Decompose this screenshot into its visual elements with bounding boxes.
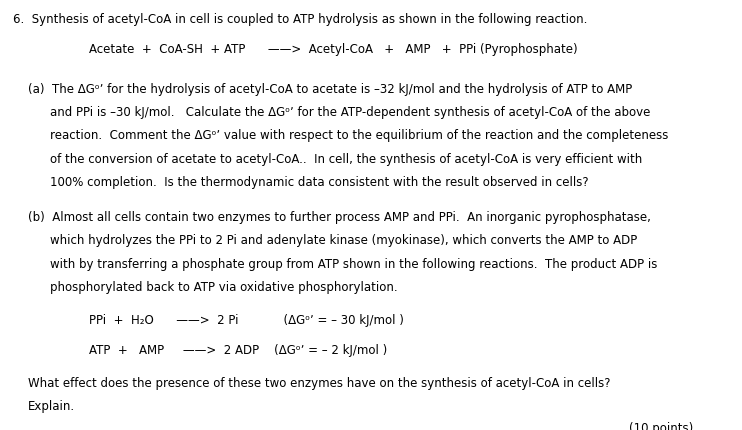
Text: (a)  The ΔGᵒʼ for the hydrolysis of acetyl-CoA to acetate is –32 kJ/mol and the : (a) The ΔGᵒʼ for the hydrolysis of acety… <box>28 83 632 95</box>
Text: (b)  Almost all cells contain two enzymes to further process AMP and PPi.  An in: (b) Almost all cells contain two enzymes… <box>28 211 651 224</box>
Text: What effect does the presence of these two enzymes have on the synthesis of acet: What effect does the presence of these t… <box>28 376 611 389</box>
Text: Explain.: Explain. <box>28 399 76 412</box>
Text: (10 points): (10 points) <box>629 421 694 430</box>
Text: ATP  +   AMP     ——>  2 ADP    (ΔGᵒʼ = – 2 kJ/mol ): ATP + AMP ——> 2 ADP (ΔGᵒʼ = – 2 kJ/mol ) <box>89 343 387 356</box>
Text: 100% completion.  Is the thermodynamic data consistent with the result observed : 100% completion. Is the thermodynamic da… <box>50 175 589 188</box>
Text: Acetate  +  CoA-SH  + ATP      ——>  Acetyl-CoA   +   AMP   +  PPi (Pyrophosphate: Acetate + CoA-SH + ATP ——> Acetyl-CoA + … <box>89 43 578 56</box>
Text: and PPi is –30 kJ/mol.   Calculate the ΔGᵒʼ for the ATP-dependent synthesis of a: and PPi is –30 kJ/mol. Calculate the ΔGᵒ… <box>50 106 651 119</box>
Text: of the conversion of acetate to acetyl-CoA..  In cell, the synthesis of acetyl-C: of the conversion of acetate to acetyl-C… <box>50 152 643 165</box>
Text: reaction.  Comment the ΔGᵒʼ value with respect to the equilibrium of the reactio: reaction. Comment the ΔGᵒʼ value with re… <box>50 129 669 142</box>
Text: PPi  +  H₂O      ——>  2 Pi            (ΔGᵒʼ = – 30 kJ/mol ): PPi + H₂O ——> 2 Pi (ΔGᵒʼ = – 30 kJ/mol ) <box>89 313 404 326</box>
Text: phosphorylated back to ATP via oxidative phosphorylation.: phosphorylated back to ATP via oxidative… <box>50 280 398 293</box>
Text: with by transferring a phosphate group from ATP shown in the following reactions: with by transferring a phosphate group f… <box>50 257 658 270</box>
Text: 6.  Synthesis of acetyl-CoA in cell is coupled to ATP hydrolysis as shown in the: 6. Synthesis of acetyl-CoA in cell is co… <box>13 13 588 26</box>
Text: which hydrolyzes the PPi to 2 Pi and adenylate kinase (myokinase), which convert: which hydrolyzes the PPi to 2 Pi and ade… <box>50 234 637 247</box>
